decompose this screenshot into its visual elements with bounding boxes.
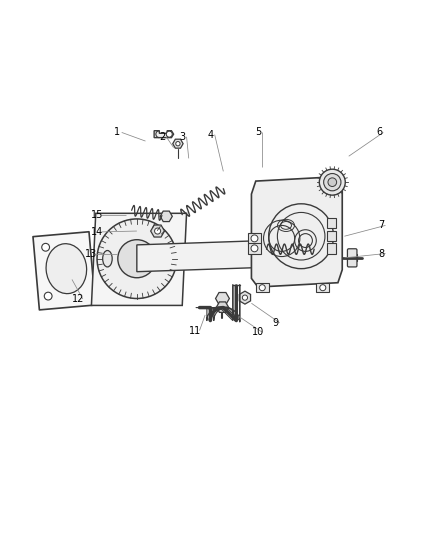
Text: 14: 14 bbox=[91, 227, 103, 237]
Polygon shape bbox=[154, 131, 173, 138]
Circle shape bbox=[166, 131, 172, 137]
Text: 2: 2 bbox=[159, 132, 165, 142]
Polygon shape bbox=[92, 213, 187, 305]
Bar bbox=[327, 243, 336, 254]
Ellipse shape bbox=[102, 251, 112, 267]
Circle shape bbox=[319, 169, 345, 195]
Circle shape bbox=[118, 240, 156, 278]
Circle shape bbox=[259, 285, 265, 290]
Bar bbox=[247, 243, 261, 254]
Bar bbox=[247, 233, 261, 244]
Bar bbox=[256, 283, 269, 293]
Circle shape bbox=[328, 178, 337, 187]
Circle shape bbox=[324, 174, 341, 191]
Circle shape bbox=[97, 219, 177, 298]
Text: 11: 11 bbox=[189, 326, 201, 335]
Text: 10: 10 bbox=[252, 327, 264, 337]
Bar bbox=[316, 283, 329, 293]
Text: 6: 6 bbox=[376, 127, 382, 138]
FancyBboxPatch shape bbox=[347, 249, 357, 267]
Circle shape bbox=[176, 142, 180, 146]
Polygon shape bbox=[33, 232, 95, 310]
Circle shape bbox=[42, 244, 49, 251]
Text: 9: 9 bbox=[272, 318, 278, 328]
Circle shape bbox=[251, 235, 258, 242]
Bar bbox=[327, 231, 336, 241]
Text: 7: 7 bbox=[378, 221, 384, 230]
Polygon shape bbox=[251, 177, 342, 287]
Bar bbox=[327, 218, 336, 229]
Circle shape bbox=[155, 228, 161, 234]
Text: 12: 12 bbox=[72, 294, 85, 304]
Ellipse shape bbox=[46, 244, 87, 294]
Text: 3: 3 bbox=[179, 132, 185, 142]
Circle shape bbox=[251, 245, 258, 252]
Text: 4: 4 bbox=[207, 130, 213, 140]
Text: 8: 8 bbox=[378, 248, 384, 259]
Circle shape bbox=[242, 295, 247, 300]
Polygon shape bbox=[137, 240, 265, 272]
Text: 5: 5 bbox=[255, 127, 261, 138]
Circle shape bbox=[320, 285, 326, 290]
Text: 13: 13 bbox=[85, 248, 98, 259]
Text: 15: 15 bbox=[91, 211, 103, 221]
Circle shape bbox=[44, 292, 52, 300]
Text: 1: 1 bbox=[114, 127, 120, 138]
